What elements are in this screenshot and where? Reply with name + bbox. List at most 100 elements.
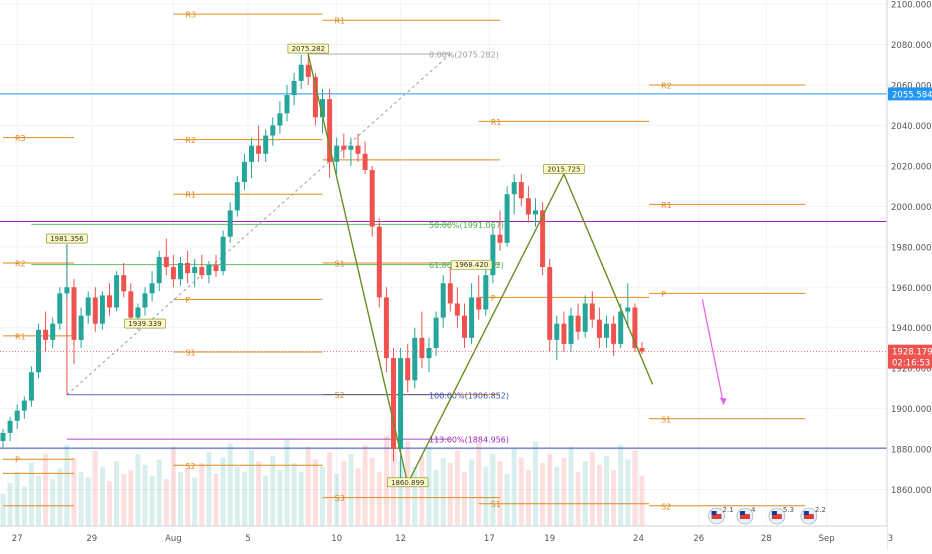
candle-body[interactable] [497, 234, 503, 243]
candle-body[interactable] [362, 153, 368, 170]
candle-body[interactable] [163, 256, 169, 268]
candle-body[interactable] [490, 234, 496, 276]
candle-body[interactable] [412, 337, 418, 381]
candle-body[interactable] [7, 420, 13, 433]
candle-body[interactable] [149, 283, 155, 294]
candle-body[interactable] [320, 99, 325, 118]
candle-body[interactable] [178, 263, 183, 280]
candle-body[interactable] [170, 267, 176, 280]
candle-body[interactable] [391, 358, 396, 450]
candle-body[interactable] [220, 236, 226, 272]
candle-body[interactable] [298, 64, 304, 81]
candle-body[interactable] [355, 145, 361, 154]
candle-body[interactable] [419, 337, 425, 359]
candle-body[interactable] [263, 135, 269, 154]
candle-body[interactable] [504, 194, 510, 243]
candle-body[interactable] [43, 329, 49, 340]
candle-body[interactable] [185, 263, 191, 274]
candle-body[interactable] [525, 198, 531, 215]
candle-body[interactable] [156, 256, 162, 284]
candle-body[interactable] [57, 293, 63, 324]
candle-body[interactable] [405, 358, 411, 381]
candle-body[interactable] [192, 267, 198, 274]
candle-body[interactable] [611, 323, 617, 344]
candle-body[interactable] [234, 182, 240, 211]
candle-body[interactable] [518, 182, 524, 199]
candle-body[interactable] [476, 297, 482, 310]
candle-body[interactable] [284, 95, 290, 114]
candle-body[interactable] [433, 317, 439, 348]
candle-body[interactable] [511, 182, 517, 195]
candle-body[interactable] [639, 347, 645, 352]
candle-body[interactable] [483, 275, 489, 310]
candle-body[interactable] [256, 145, 262, 154]
candle-body[interactable] [561, 323, 567, 344]
projection-arrow[interactable] [701, 299, 725, 405]
candle-body[interactable] [14, 410, 20, 421]
candle-body[interactable] [305, 64, 311, 77]
candle-body[interactable] [92, 297, 98, 324]
candle-body[interactable] [334, 145, 340, 162]
candle-body[interactable] [0, 432, 6, 442]
candle-body[interactable] [348, 145, 354, 150]
candle-body[interactable] [426, 347, 432, 359]
candle-body[interactable] [604, 323, 609, 338]
candle-body[interactable] [241, 161, 247, 183]
candle-body[interactable] [64, 287, 70, 294]
candle-body[interactable] [376, 226, 382, 298]
candle-body[interactable] [270, 125, 276, 136]
candle-body[interactable] [469, 297, 475, 338]
volume-bar [85, 477, 91, 526]
candle-body[interactable] [28, 372, 34, 401]
candle-body[interactable] [447, 283, 453, 304]
candle-body[interactable] [547, 267, 553, 340]
countdown-label: 02:16:53 [892, 359, 930, 369]
candle-body[interactable] [21, 400, 27, 411]
candle-body[interactable] [341, 145, 347, 150]
candle-body[interactable] [121, 275, 127, 292]
pivot-label: R1 [335, 17, 346, 26]
candle-body[interactable] [107, 295, 112, 308]
candle-body[interactable] [440, 283, 446, 318]
candle-body[interactable] [85, 297, 91, 316]
candle-body[interactable] [128, 291, 134, 318]
pattern-line[interactable] [307, 54, 654, 486]
candle-body[interactable] [135, 307, 141, 318]
candle-body[interactable] [582, 303, 588, 332]
candle-body[interactable] [369, 169, 375, 227]
candle-body[interactable] [142, 293, 148, 308]
candle-body[interactable] [575, 315, 581, 332]
candle-body[interactable] [589, 303, 595, 320]
candle-body[interactable] [249, 145, 254, 162]
candle-body[interactable] [554, 323, 560, 340]
candle-body[interactable] [327, 99, 333, 162]
candle-body[interactable] [632, 307, 638, 348]
candle-body[interactable] [291, 80, 297, 96]
candle-body[interactable] [78, 315, 84, 340]
candle-body[interactable] [71, 287, 77, 340]
candle-body[interactable] [36, 329, 41, 373]
candle-body[interactable] [398, 358, 404, 450]
candle-body[interactable] [312, 76, 318, 118]
candle-body[interactable] [114, 275, 120, 308]
candle-body[interactable] [454, 303, 460, 316]
candle-body[interactable] [383, 297, 389, 359]
candle-body[interactable] [227, 210, 233, 237]
candle-body[interactable] [99, 295, 105, 324]
volume-bar [234, 466, 240, 526]
x-tick-label: 10 [331, 534, 342, 544]
candle-body[interactable] [568, 315, 574, 344]
candle-body[interactable] [618, 311, 624, 344]
candle-body[interactable] [540, 210, 546, 268]
candle-body[interactable] [199, 267, 205, 276]
candle-body[interactable] [462, 315, 467, 338]
candle-body[interactable] [533, 210, 538, 215]
candle-body[interactable] [277, 113, 283, 126]
candle-body[interactable] [625, 307, 631, 312]
candle-body[interactable] [213, 265, 219, 272]
candle-body[interactable] [50, 323, 56, 340]
candle-body[interactable] [206, 265, 212, 276]
candle-body[interactable] [596, 319, 602, 338]
